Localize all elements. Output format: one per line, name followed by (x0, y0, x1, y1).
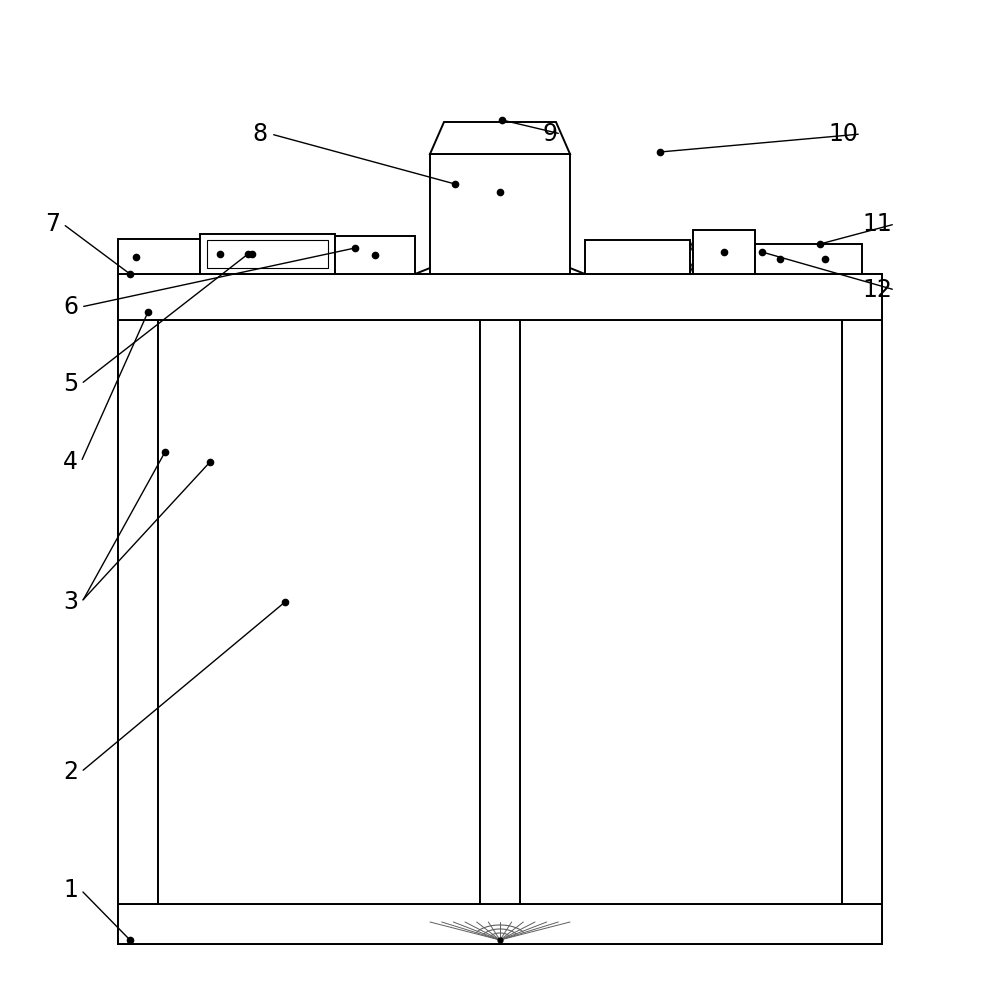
Text: 4: 4 (63, 450, 78, 474)
Text: 6: 6 (63, 295, 78, 319)
Text: 12: 12 (862, 278, 892, 302)
Polygon shape (415, 268, 585, 274)
Bar (200, 234, 335, 274)
Text: 2: 2 (63, 760, 78, 784)
Text: 1: 1 (63, 878, 78, 902)
Bar (118, 274, 882, 944)
Polygon shape (430, 122, 570, 154)
Bar (118, 274, 882, 320)
Bar (585, 240, 690, 274)
Text: 9: 9 (543, 122, 558, 146)
Bar (755, 244, 862, 274)
Bar (118, 904, 882, 944)
Text: 8: 8 (253, 122, 268, 146)
Text: 7: 7 (45, 212, 60, 236)
Bar (118, 320, 158, 904)
Text: 10: 10 (828, 122, 858, 146)
Bar (430, 154, 570, 274)
Text: 11: 11 (862, 212, 892, 236)
Text: 3: 3 (63, 590, 78, 614)
Bar (207, 240, 328, 268)
Text: 5: 5 (63, 372, 78, 396)
Bar (158, 320, 480, 904)
Bar (520, 320, 842, 904)
Bar (842, 320, 882, 904)
Bar (693, 230, 755, 274)
Bar (335, 236, 415, 274)
Bar (118, 239, 200, 274)
Bar (480, 320, 520, 904)
